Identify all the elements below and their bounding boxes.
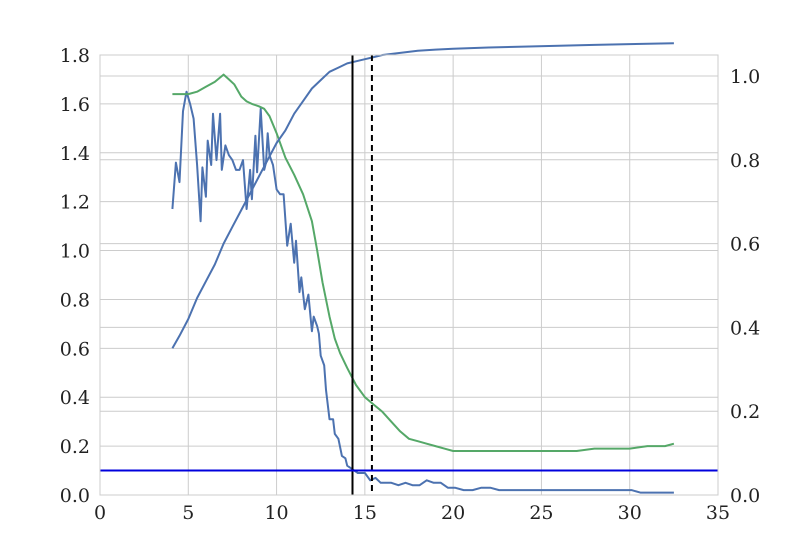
y-tick-label: 0.0 [60,485,90,507]
y-tick-label: 1.6 [60,94,90,116]
x-tick-label: 10 [264,502,288,524]
y2-tick-label: 0.6 [730,234,760,256]
x-axis-ticks: 0 5 10 15 20 25 30 35 [94,502,730,524]
x-tick-label: 30 [618,502,642,524]
y2-tick-label: 0.4 [730,317,760,339]
series-line-3 [171,42,674,349]
x-tick-label: 15 [353,502,377,524]
y-tick-label: 1.8 [60,45,90,67]
series-line-1 [171,90,674,494]
y-tick-label: 0.6 [60,338,90,360]
reference-lines [100,55,718,495]
grid [99,54,719,496]
y-tick-label: 1.4 [60,143,90,165]
plot-frame [99,54,719,496]
x-tick-label: 35 [706,502,730,524]
x-tick-label: 20 [441,502,465,524]
left-y-axis-ticks: 0.0 0.2 0.4 0.6 0.8 1.0 1.2 1.4 1.6 1.8 [60,45,90,507]
right-y-axis-ticks: 0.0 0.2 0.4 0.6 0.8 1.0 [730,66,760,507]
y-tick-label: 0.2 [60,436,90,458]
series-line-2 [172,73,675,452]
y2-tick-label: 0.2 [730,401,760,423]
y-tick-label: 1.0 [60,241,90,263]
x-tick-label: 0 [94,502,106,524]
y2-tick-label: 0.0 [730,485,760,507]
y2-tick-label: 1.0 [730,66,760,88]
y2-tick-label: 0.8 [730,150,760,172]
y-tick-label: 0.4 [60,387,90,409]
y-tick-label: 0.8 [60,289,90,311]
x-tick-label: 25 [529,502,553,524]
y-tick-label: 1.2 [60,192,90,214]
series-layer [171,42,675,494]
x-tick-label: 5 [182,502,194,524]
